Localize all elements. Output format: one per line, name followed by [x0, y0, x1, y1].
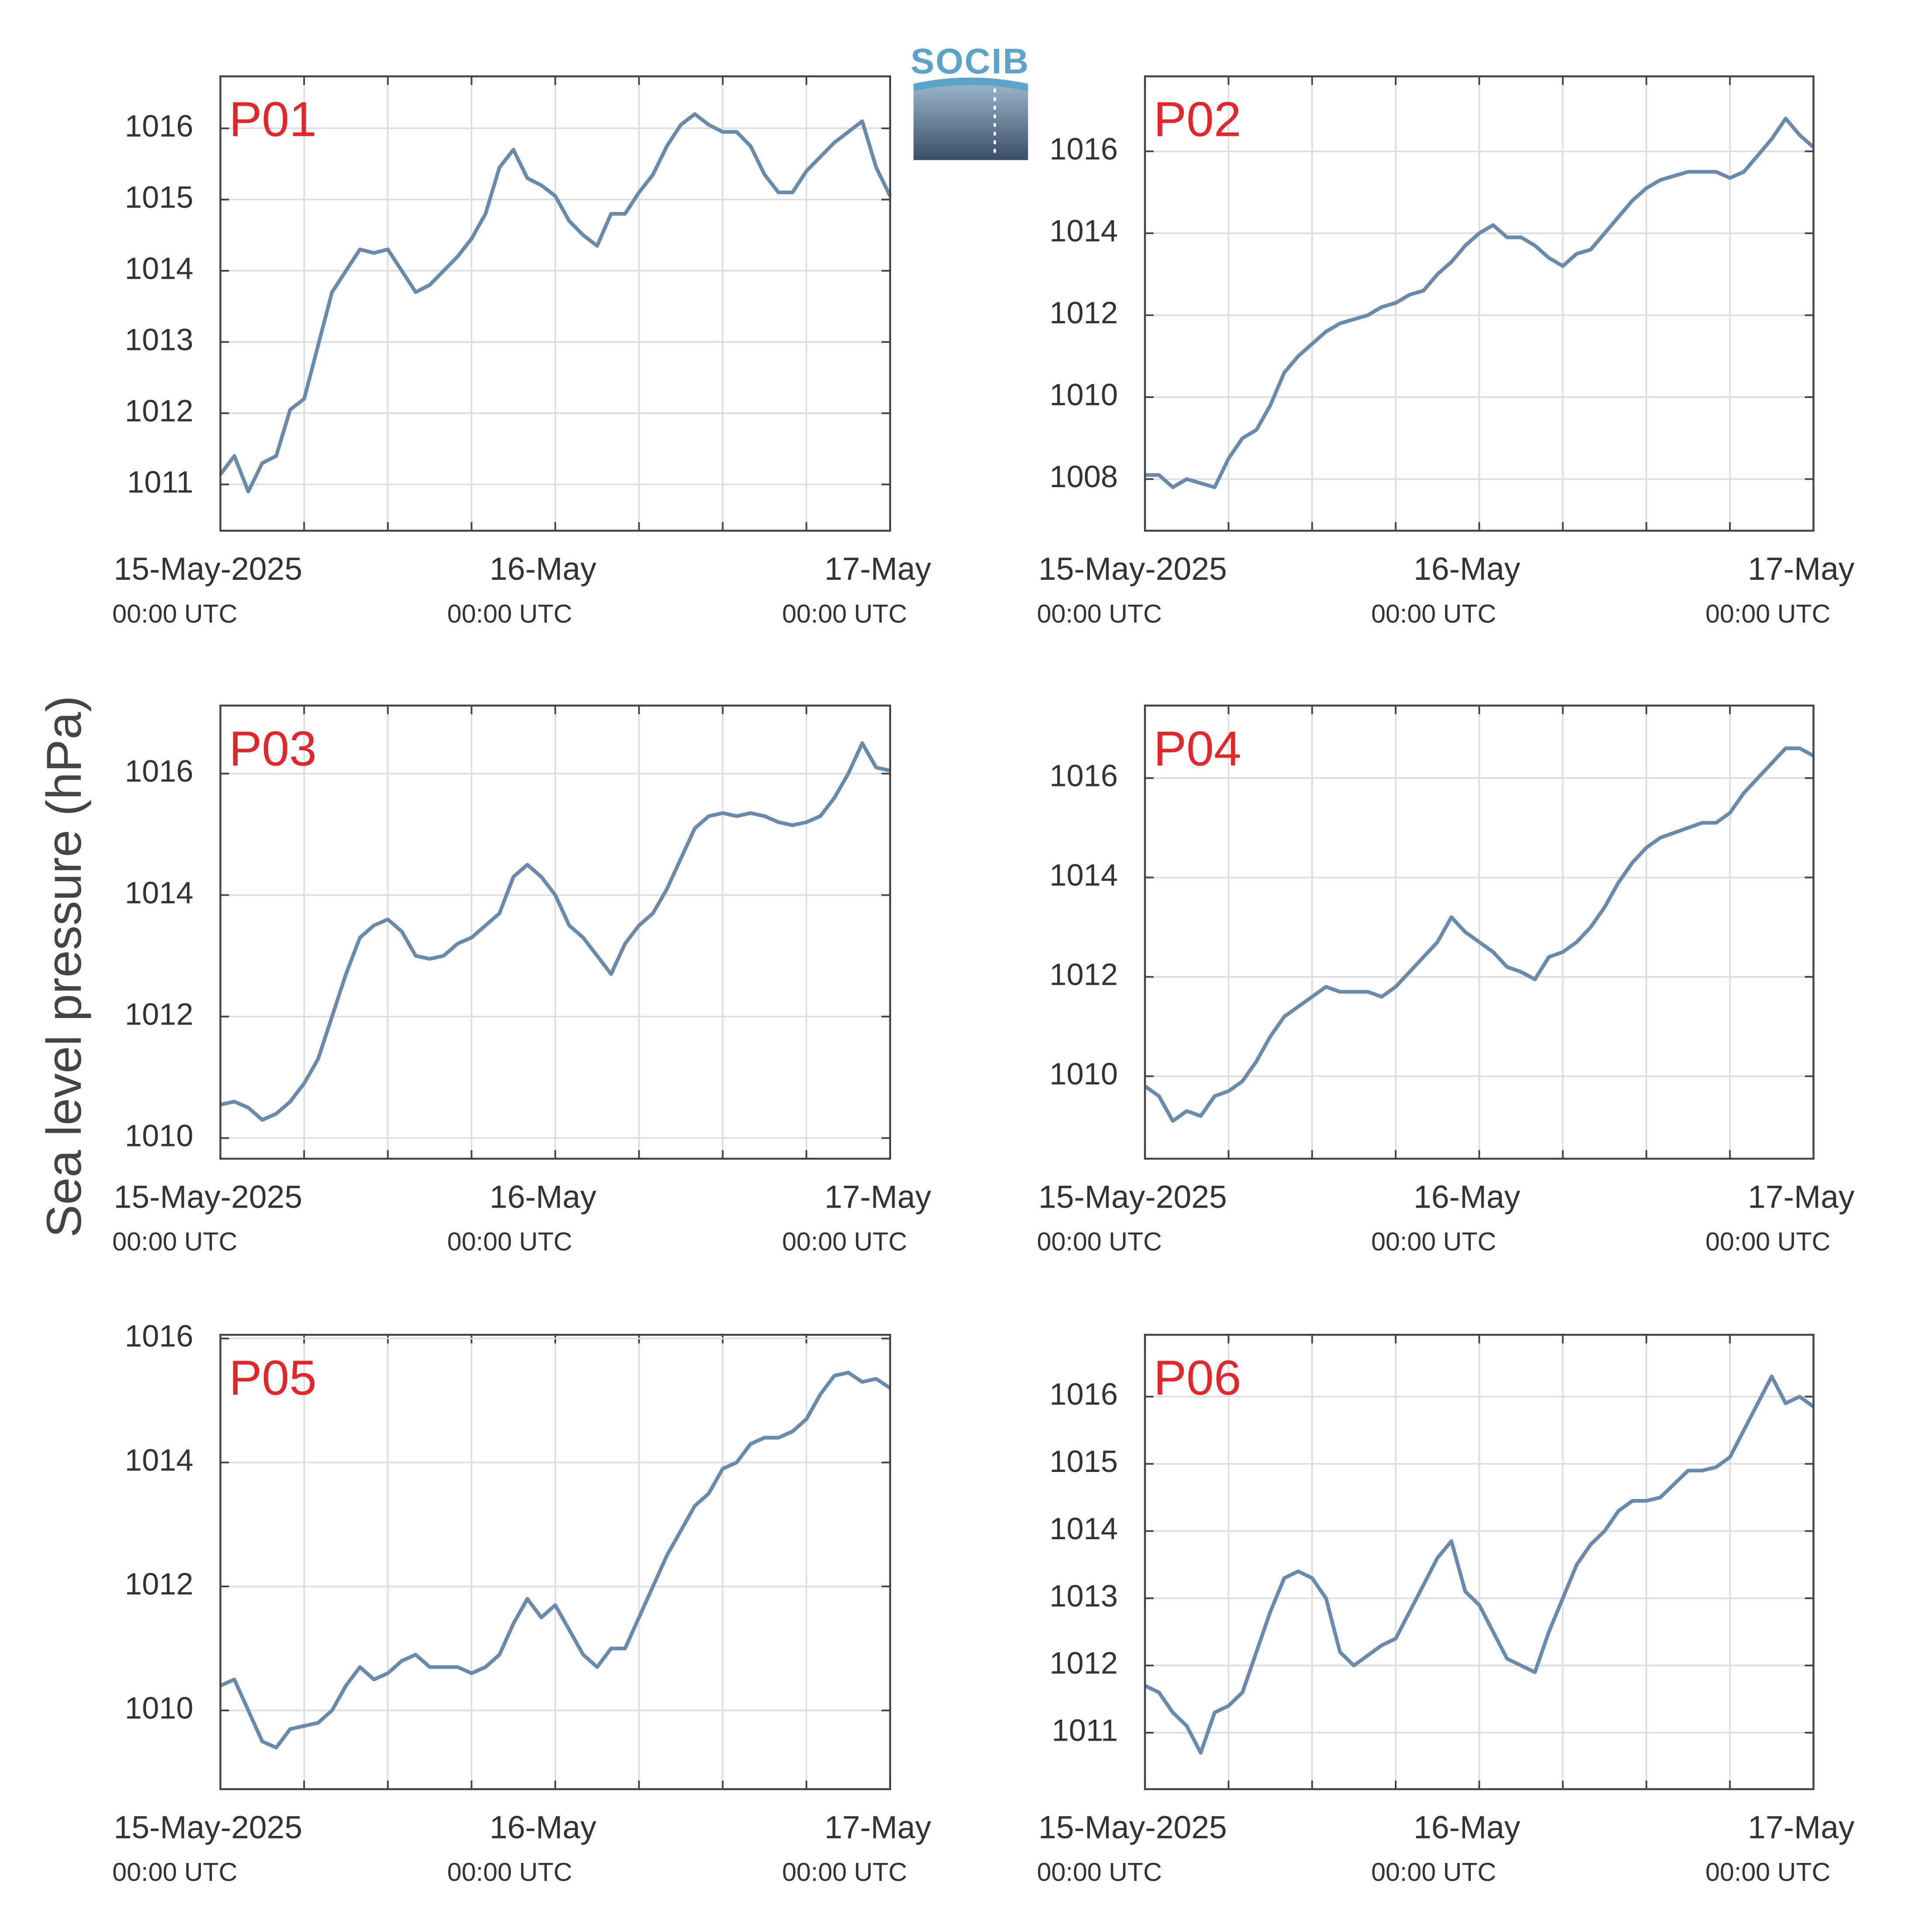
x-tick-label: 16-May [1414, 1809, 1521, 1845]
panel: 15-May-2025 00:00 UTC 16-May 00:00 UTC 17-Ma… [112, 1319, 931, 1887]
y-tick-label: 1014 [1049, 1511, 1118, 1546]
y-tick-label: 1014 [125, 875, 194, 910]
x-tick-sublabel: 00:00 UTC [1705, 1227, 1830, 1256]
data-line [1145, 117, 1815, 489]
plot-frame [219, 75, 891, 532]
x-tick-label: 17-May [824, 551, 931, 587]
y-tick-label: 1013 [1049, 1579, 1118, 1613]
logo-wave [913, 77, 1028, 91]
x-tick-label: 16-May [1414, 551, 1521, 587]
panel: 15-May-2025 00:00 UTC 16-May 00:00 UTC 17-Ma… [1037, 704, 1855, 1256]
x-tick-sublabel: 00:00 UTC [1037, 1227, 1162, 1256]
x-tick-label: 16-May [490, 1179, 597, 1215]
x-tick-label: 15-May-2025 [114, 1179, 302, 1215]
y-tick-label: 1016 [1049, 1377, 1118, 1411]
plot-frame [1144, 704, 1815, 1160]
x-tick-sublabel: 00:00 UTC [1371, 1857, 1496, 1887]
x-tick-sublabel: 00:00 UTC [782, 1227, 907, 1256]
plot-frame [219, 1333, 891, 1790]
x-tick-sublabel: 00:00 UTC [782, 1857, 907, 1887]
y-tick-label: 1010 [1049, 377, 1118, 412]
x-tick-sublabel: 00:00 UTC [447, 599, 572, 628]
x-tick-label: 17-May [1748, 1809, 1855, 1845]
panel-title: P02 [1154, 92, 1241, 147]
x-tick-label: 17-May [1748, 551, 1855, 587]
x-tick-sublabel: 00:00 UTC [112, 1227, 237, 1256]
y-tick-label: 1016 [125, 754, 194, 788]
panel-title: P05 [229, 1350, 317, 1405]
data-line [1144, 1375, 1815, 1755]
data-line [220, 741, 891, 1122]
x-tick-label: 16-May [1414, 1179, 1521, 1215]
logo-image [913, 83, 1028, 160]
y-tick-label: 1015 [125, 180, 194, 214]
x-tick-label: 17-May [824, 1179, 931, 1215]
y-tick-label: 1012 [1049, 957, 1118, 991]
x-tick-sublabel: 00:00 UTC [1705, 599, 1830, 628]
y-tick-label: 1013 [125, 322, 194, 357]
panel-title: P01 [229, 92, 317, 147]
y-tick-label: 1014 [1049, 214, 1118, 248]
y-tick-label: 1012 [1049, 1646, 1118, 1680]
plot-frame [219, 704, 891, 1160]
x-tick-label: 16-May [490, 1809, 597, 1845]
panel: 15-May-2025 00:00 UTC 16-May 00:00 UTC 17-Ma… [112, 704, 931, 1256]
y-tick-label: 1016 [1049, 132, 1118, 166]
y-tick-label: 1012 [125, 1567, 194, 1601]
y-tick-label: 1012 [125, 393, 194, 428]
x-tick-sublabel: 00:00 UTC [112, 1857, 237, 1887]
x-tick-sublabel: 00:00 UTC [1037, 599, 1162, 628]
y-tick-label: 1016 [1049, 758, 1118, 793]
logo: SOCIB [910, 42, 1030, 160]
x-tick-sublabel: 00:00 UTC [1705, 1857, 1830, 1887]
y-tick-label: 1014 [1049, 858, 1118, 892]
panel-title: P06 [1154, 1350, 1241, 1405]
x-tick-label: 17-May [824, 1809, 931, 1845]
y-tick-label: 1010 [125, 1690, 194, 1725]
x-tick-label: 15-May-2025 [1038, 551, 1227, 587]
y-tick-label: 1016 [125, 108, 194, 143]
panel: 15-May-2025 00:00 UTC 16-May 00:00 UTC 17-Ma… [112, 75, 931, 628]
x-tick-label: 15-May-2025 [1038, 1179, 1227, 1215]
y-tick-label: 1011 [127, 464, 193, 499]
y-tick-label: 1016 [125, 1319, 194, 1353]
x-tick-label: 16-May [490, 551, 597, 587]
panel: 15-May-2025 00:00 UTC 16-May 00:00 UTC 17-Ma… [1037, 1333, 1855, 1887]
x-tick-sublabel: 00:00 UTC [447, 1227, 572, 1256]
y-tick-label: 1014 [125, 251, 194, 285]
x-tick-sublabel: 00:00 UTC [782, 599, 907, 628]
y-tick-label: 1014 [125, 1443, 194, 1477]
plot-frame [1144, 75, 1815, 532]
x-tick-label: 15-May-2025 [114, 1809, 302, 1845]
y-tick-label: 1008 [1049, 459, 1118, 494]
x-tick-label: 17-May [1748, 1179, 1855, 1215]
data-line [219, 112, 892, 494]
x-tick-sublabel: 00:00 UTC [112, 599, 237, 628]
y-tick-label: 1012 [125, 997, 194, 1031]
plot-frame [1144, 1333, 1815, 1790]
panel-title: P04 [1154, 721, 1241, 776]
x-tick-label: 15-May-2025 [1038, 1809, 1227, 1845]
y-axis-label: Sea level pressure (hPa) [36, 696, 91, 1238]
logo-text: SOCIB [910, 42, 1030, 81]
x-tick-label: 15-May-2025 [114, 551, 302, 587]
panel: 15-May-2025 00:00 UTC 16-May 00:00 UTC 17-Ma… [1037, 75, 1855, 628]
x-tick-sublabel: 00:00 UTC [1037, 1857, 1162, 1887]
y-tick-label: 1012 [1049, 295, 1118, 330]
y-tick-label: 1010 [1049, 1056, 1118, 1091]
y-tick-label: 1015 [1049, 1444, 1118, 1478]
x-tick-sublabel: 00:00 UTC [1371, 599, 1496, 628]
x-tick-sublabel: 00:00 UTC [447, 1857, 572, 1887]
panel-title: P03 [229, 721, 317, 776]
x-tick-sublabel: 00:00 UTC [1371, 1227, 1496, 1256]
y-tick-label: 1010 [125, 1118, 194, 1153]
data-line [219, 1371, 892, 1750]
data-line [1144, 746, 1815, 1123]
y-tick-label: 1011 [1052, 1713, 1118, 1747]
